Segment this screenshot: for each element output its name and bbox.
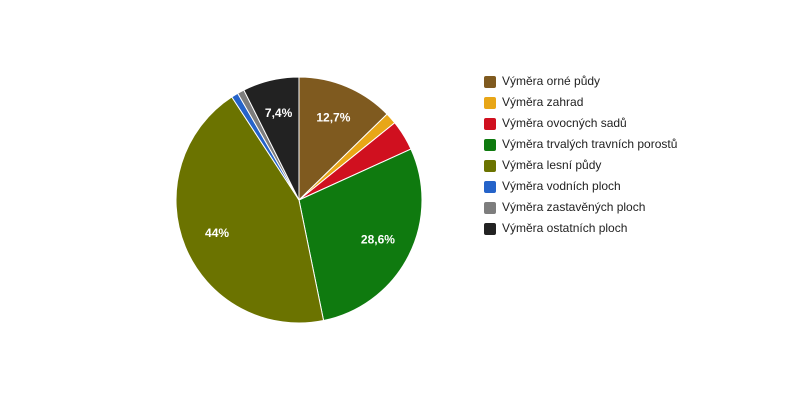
slice-label: 12,7% <box>316 111 350 125</box>
pie-slice <box>298 76 388 202</box>
legend-label: Výměra vodních ploch <box>502 179 621 193</box>
legend-label: Výměra zastavěných ploch <box>502 200 645 214</box>
slice-label: 28,6% <box>361 232 395 246</box>
pie-slice <box>243 76 300 201</box>
legend-swatch <box>484 223 496 235</box>
legend-swatch <box>484 202 496 214</box>
legend-swatch <box>484 160 496 172</box>
legend-swatch <box>484 97 496 109</box>
legend-label: Výměra lesní půdy <box>502 158 601 172</box>
legend-label: Výměra zahrad <box>502 95 583 109</box>
legend-swatch <box>484 181 496 193</box>
legend-label: Výměra ovocných sadů <box>502 116 627 130</box>
pie-slice <box>175 96 325 324</box>
slice-label: 7,4% <box>265 106 293 120</box>
pie-slice <box>298 148 423 322</box>
legend-label: Výměra trvalých travních porostů <box>502 137 677 151</box>
legend-swatch <box>484 76 496 88</box>
legend-label: Výměra ostatních ploch <box>502 221 627 235</box>
legend-label: Výměra orné půdy <box>502 74 600 88</box>
legend-swatch <box>484 118 496 130</box>
slice-label: 44% <box>205 226 229 240</box>
legend-swatch <box>484 139 496 151</box>
